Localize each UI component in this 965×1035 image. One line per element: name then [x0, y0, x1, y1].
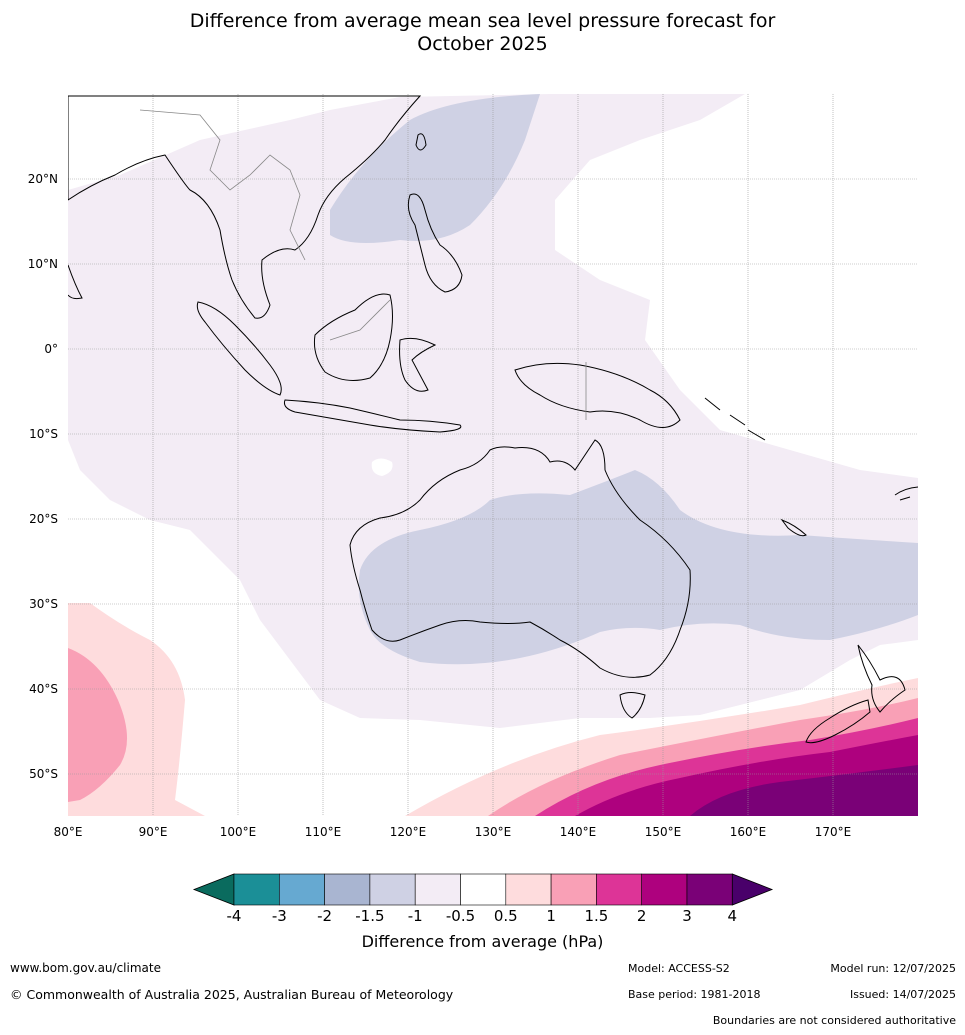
colorbar-swatch [460, 873, 507, 906]
colorbar-tick-label: -3 [272, 907, 287, 925]
title-line-2: October 2025 [417, 33, 548, 55]
lat-tick-label: 20°N [28, 172, 58, 186]
colorbar-swatch [686, 873, 733, 906]
colorbar: -4 -3 -2 -1.5 -1 -0.5 0.5 1 1.5 2 3 4 [192, 873, 774, 925]
lat-tick-label: 20°S [29, 512, 58, 526]
coastline-nz-north [857, 644, 906, 713]
lat-tick-label: 50°S [29, 767, 58, 781]
coastline-new-guinea [514, 362, 681, 428]
coastline-new-caledonia [780, 518, 807, 537]
colorbar-tick-label: 1 [546, 907, 556, 925]
colorbar-swatch [233, 873, 280, 906]
lon-tick-label: 160°E [730, 825, 767, 839]
colorbar-swatch [324, 873, 371, 906]
colorbar-swatch [414, 873, 461, 906]
colorbar-tick-label: -1 [408, 907, 423, 925]
coastline-sulawesi [399, 337, 437, 392]
chart-title: Difference from average mean sea level p… [0, 10, 965, 56]
anomaly-region-southwest-positive [68, 648, 128, 802]
title-line-1: Difference from average mean sea level p… [189, 10, 776, 32]
latitude-tick-labels: 20°N 10°N 0° 10°S 20°S 30°S 40°S 50°S [28, 172, 58, 781]
lon-tick-label: 150°E [645, 825, 682, 839]
colorbar-tick-label: -0.5 [446, 907, 475, 925]
colorbar-tick-label: 2 [637, 907, 647, 925]
colorbar-title: Difference from average (hPa) [361, 932, 604, 951]
colorbar-tick-label: -1.5 [355, 907, 384, 925]
colorbar-swatch [369, 873, 416, 906]
coastline-taiwan [415, 133, 427, 151]
coastline-solomons [704, 397, 766, 441]
coastline-australia [349, 439, 691, 678]
footer-copyright: © Commonwealth of Australia 2025, Austra… [10, 987, 454, 1002]
footer-disclaimer: Boundaries are not considered authoritat… [712, 1014, 956, 1027]
anomaly-region-moderate-negative-australia [358, 470, 918, 665]
coastline-asia [68, 95, 422, 319]
lon-tick-label: 100°E [220, 825, 257, 839]
border-mainland-sea [139, 109, 306, 261]
lon-tick-label: 80°E [54, 825, 83, 839]
footer-url[interactable]: www.bom.gov.au/climate [10, 961, 161, 975]
lon-tick-label: 130°E [475, 825, 512, 839]
anomaly-region-moderate-negative-north [330, 94, 540, 244]
colorbar-tick-label: 3 [682, 907, 692, 925]
colorbar-swatch [278, 873, 325, 906]
anomaly-hole [371, 458, 393, 476]
lat-tick-label: 40°S [29, 682, 58, 696]
coastline-india [68, 264, 83, 300]
footer-model-run: Model run: 12/07/2025 [830, 962, 956, 975]
anomaly-band-3-4 [690, 765, 918, 816]
colorbar-extend-high [731, 873, 774, 906]
colorbar-swatch [596, 873, 643, 906]
colorbar-tick-label: 1.5 [584, 907, 608, 925]
colorbar-tick-label: 0.5 [494, 907, 518, 925]
footer-base-period: Base period: 1981-2018 [628, 988, 761, 1001]
border-borneo [329, 299, 391, 341]
lon-tick-label: 120°E [390, 825, 427, 839]
lon-tick-label: 90°E [139, 825, 168, 839]
footer-issued: Issued: 14/07/2025 [849, 988, 956, 1001]
coastline-nz-south [805, 699, 871, 744]
colorbar-tick-label: -4 [227, 907, 242, 925]
lat-tick-label: 30°S [29, 597, 58, 611]
coastline-tasmania [619, 692, 646, 719]
lat-tick-label: 10°S [29, 427, 58, 441]
coastlines [68, 95, 918, 744]
coastline-fiji [894, 486, 918, 501]
coastline-borneo [314, 293, 393, 381]
longitude-tick-labels: 80°E 90°E 100°E 110°E 120°E 130°E 140°E 150°E 16… [54, 825, 852, 839]
colorbar-tick-label: 4 [728, 907, 738, 925]
lon-tick-label: 170°E [815, 825, 852, 839]
colorbar-tick-label: -2 [317, 907, 332, 925]
coastline-philippines [407, 193, 463, 293]
map-area [68, 94, 918, 816]
map-gridlines [68, 94, 918, 816]
coastline-sumatra [196, 301, 282, 396]
colorbar-extend-low [192, 873, 235, 906]
colorbar-swatch [505, 873, 552, 906]
lon-tick-label: 110°E [305, 825, 342, 839]
colorbar-swatch [641, 873, 688, 906]
lat-tick-label: 10°N [28, 257, 58, 271]
footer-model: Model: ACCESS-S2 [628, 962, 730, 975]
lat-tick-label: 0° [44, 342, 58, 356]
coastline-java [284, 399, 462, 433]
internal-borders [139, 109, 587, 420]
colorbar-swatch [550, 873, 597, 906]
lon-tick-label: 140°E [560, 825, 597, 839]
